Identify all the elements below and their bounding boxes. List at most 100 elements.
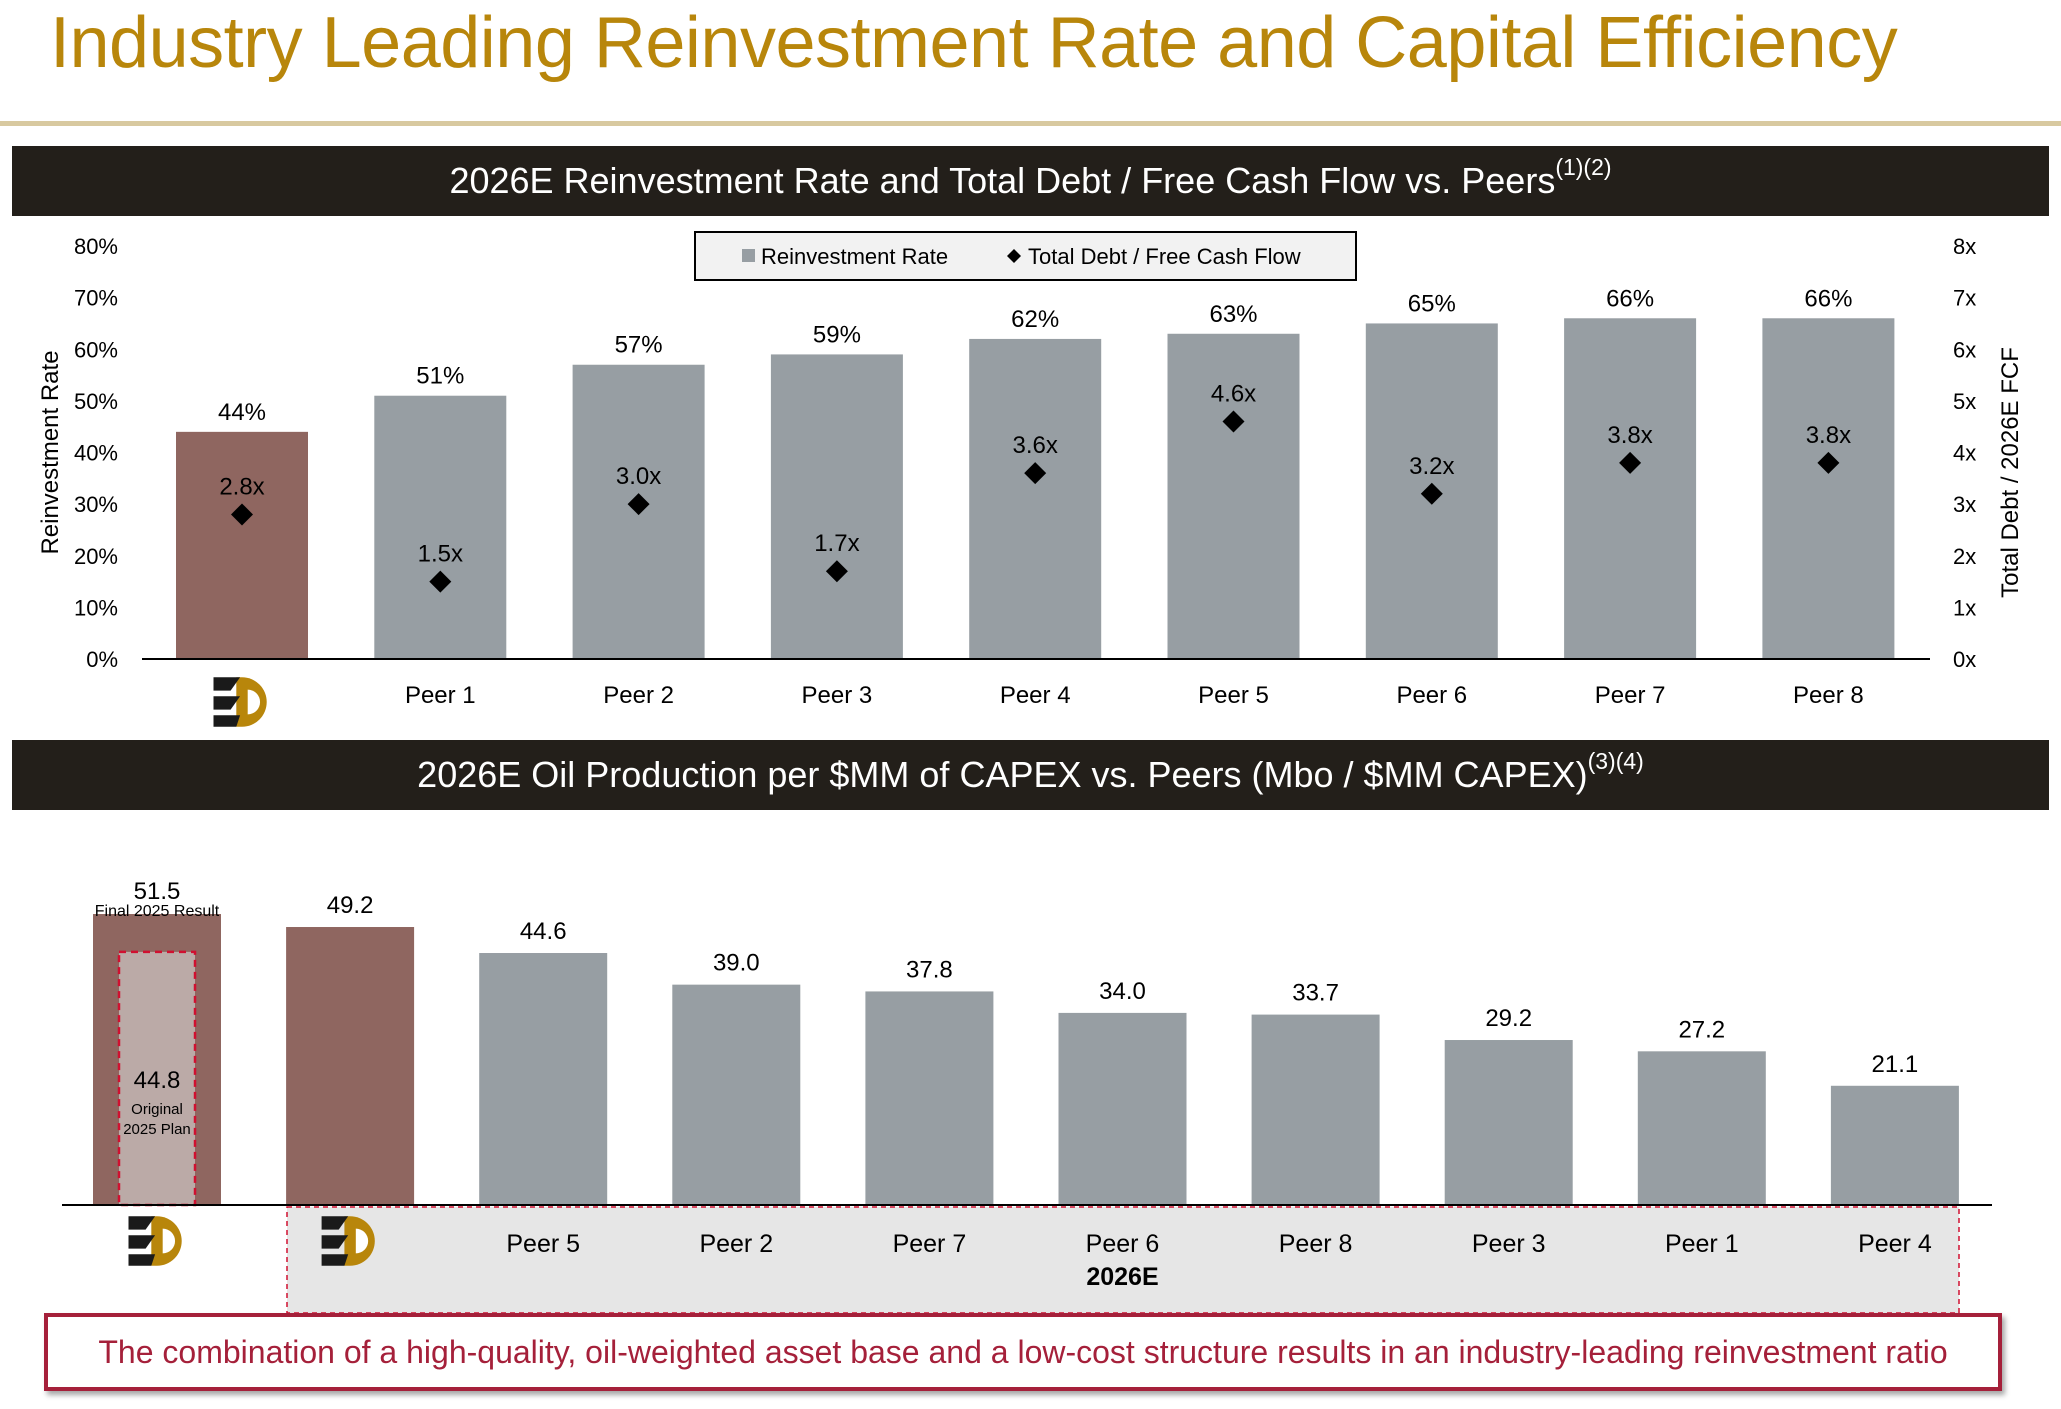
- y2-tick-label: 6x: [1953, 337, 1976, 362]
- oil-production-value-label: 44.6: [520, 918, 567, 945]
- reinvestment-bar: [1762, 318, 1895, 659]
- oil-production-value-label: 27.2: [1678, 1016, 1725, 1043]
- oil-production-value-label: 33.7: [1292, 980, 1339, 1007]
- x-category-label: Peer 6: [1396, 682, 1467, 709]
- oil-production-bar: [1637, 1051, 1766, 1205]
- debt-fcf-value-label: 4.6x: [1211, 381, 1256, 408]
- reinvestment-chart: 0% 10% 20% 30% 40% 50% 60% 70% 80% 0x 1x 2x 3x 4x 5x 6x…: [37, 231, 2024, 727]
- reinvestment-value-label: 51%: [416, 363, 464, 390]
- debt-fcf-marker: [1420, 482, 1443, 505]
- x-category-label: Peer 1: [405, 682, 476, 709]
- oil-production-bar: [286, 927, 415, 1205]
- y2-tick-label: 8x: [1953, 234, 1976, 259]
- x-category-label: Peer 6: [1086, 1230, 1160, 1258]
- group-2026e-box: [286, 1206, 1960, 1313]
- debt-fcf-marker: [231, 503, 253, 526]
- reinvestment-value-label: 44%: [218, 399, 266, 426]
- y-tick-label: 10%: [74, 595, 118, 620]
- oil-production-value-label: 37.8: [906, 956, 953, 983]
- x-category-label: Peer 3: [802, 682, 873, 709]
- y-tick-label: 80%: [74, 234, 118, 259]
- debt-fcf-marker: [1222, 410, 1245, 433]
- oil-production-value-label: 51.5: [134, 878, 181, 905]
- final-result-note: Final 2025 Result: [95, 903, 220, 920]
- debt-fcf-value-label: 3.6x: [1013, 432, 1058, 459]
- chart-legend: Reinvestment Rate Total Debt / Free Cash …: [694, 231, 1357, 281]
- top-section-title: 2026E Reinvestment Rate and Total Debt /…: [449, 160, 1556, 201]
- debt-fcf-value-label: 3.2x: [1409, 453, 1454, 480]
- original-plan-bar: [117, 950, 197, 1207]
- reinvestment-value-label: 66%: [1804, 285, 1852, 312]
- debt-fcf-value-label: 2.8x: [219, 473, 264, 500]
- oil-production-bar: [1444, 1040, 1573, 1205]
- debt-fcf-value-label: 3.8x: [1806, 422, 1851, 449]
- y2-tick-label: 7x: [1953, 286, 1976, 311]
- y-tick-label: 40%: [74, 441, 118, 466]
- original-plan-note-line1: Original: [131, 1101, 183, 1118]
- oil-production-value-label: 29.2: [1485, 1005, 1532, 1032]
- original-plan-note-line2: 2025 Plan: [123, 1121, 191, 1138]
- company-logo-icon: [128, 1216, 182, 1266]
- top-section-footnote: (1)(2): [1555, 154, 1612, 180]
- reinvestment-value-label: 63%: [1209, 301, 1257, 328]
- y-tick-label: 0%: [86, 647, 118, 672]
- x-category-label: Peer 1: [1665, 1230, 1739, 1258]
- y-axis-title: Reinvestment Rate: [37, 350, 64, 554]
- oil-production-value-label: 49.2: [327, 892, 374, 919]
- debt-fcf-marker: [627, 493, 650, 516]
- debt-fcf-value-label: 3.0x: [616, 463, 661, 490]
- y2-tick-label: 3x: [1953, 492, 1976, 517]
- y-tick-label: 50%: [74, 389, 118, 414]
- reinvestment-value-label: 57%: [615, 332, 663, 359]
- oil-production-bar: [865, 991, 994, 1205]
- debt-fcf-marker: [825, 560, 848, 583]
- page-title: Industry Leading Reinvestment Rate and C…: [50, 3, 1898, 83]
- oil-production-bar: [479, 953, 608, 1205]
- oil-production-bar: [1830, 1085, 1959, 1205]
- reinvestment-value-label: 59%: [813, 321, 861, 348]
- x-category-label: Peer 4: [1000, 682, 1071, 709]
- x-category-label: Peer 8: [1279, 1230, 1353, 1258]
- y2-tick-label: 5x: [1953, 389, 1976, 414]
- reinvestment-bar: [969, 338, 1102, 659]
- reinvestment-bar: [176, 431, 308, 659]
- x-category-label: Peer 2: [603, 682, 674, 709]
- reinvestment-bar: [770, 354, 903, 659]
- y-tick-label: 70%: [74, 286, 118, 311]
- x-category-label: Peer 2: [699, 1230, 773, 1258]
- debt-fcf-marker: [1817, 451, 1840, 474]
- y2-tick-label: 0x: [1953, 647, 1976, 672]
- footer-text: The combination of a high-quality, oil-w…: [98, 1334, 1948, 1370]
- y2-tick-label: 1x: [1953, 595, 1976, 620]
- debt-fcf-marker: [1619, 451, 1642, 474]
- legend-label-debt-fcf: Total Debt / Free Cash Flow: [1028, 244, 1301, 269]
- debt-fcf-value-label: 1.7x: [814, 530, 859, 557]
- oil-production-bar: [1251, 1014, 1380, 1205]
- legend-label-reinvestment: Reinvestment Rate: [761, 244, 948, 269]
- x-category-label: Peer 4: [1858, 1230, 1932, 1258]
- debt-fcf-value-label: 1.5x: [418, 541, 463, 568]
- reinvestment-value-label: 65%: [1408, 290, 1456, 317]
- x-category-label: Peer 7: [893, 1230, 967, 1258]
- group-2026e-label: 2026E: [1086, 1263, 1158, 1291]
- x-category-label: Peer 3: [1472, 1230, 1546, 1258]
- oil-production-bar: [1058, 1012, 1187, 1205]
- reinvestment-value-label: 62%: [1011, 306, 1059, 333]
- title-divider: [0, 121, 2061, 126]
- x-category-label: Peer 8: [1793, 682, 1864, 709]
- reinvestment-bar: [1564, 318, 1697, 659]
- x-category-label: Peer 7: [1595, 682, 1666, 709]
- y-tick-label: 20%: [74, 544, 118, 569]
- y-tick-label: 60%: [74, 337, 118, 362]
- reinvestment-bar: [374, 395, 507, 659]
- oil-production-value-label: 39.0: [713, 950, 760, 977]
- y2-tick-label: 4x: [1953, 441, 1976, 466]
- y2-axis-title: Total Debt / 2026E FCF: [1997, 347, 2024, 598]
- legend-swatch-debt-fcf: [1007, 249, 1021, 263]
- original-plan-value-label: 44.8: [134, 1067, 181, 1094]
- legend-swatch-reinvestment: [742, 249, 755, 262]
- debt-fcf-value-label: 3.8x: [1607, 422, 1652, 449]
- debt-fcf-marker: [1024, 462, 1047, 485]
- company-logo-icon: [213, 677, 267, 727]
